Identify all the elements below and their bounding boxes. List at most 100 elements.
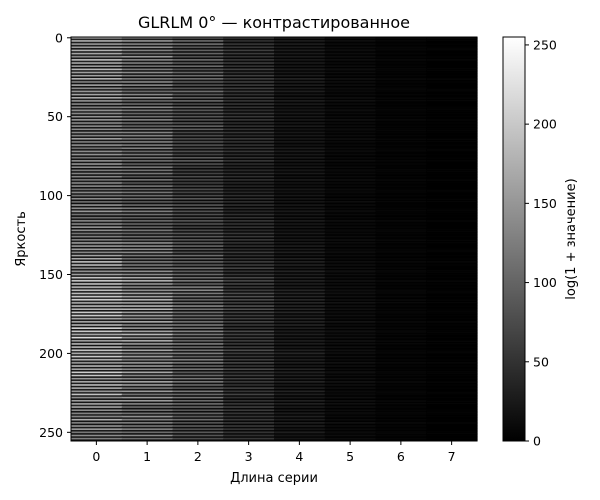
- heatmap-cell: [223, 428, 275, 431]
- heatmap-cell: [426, 327, 478, 330]
- heatmap-cell: [274, 141, 326, 144]
- heatmap-cell: [172, 46, 224, 49]
- heatmap-cell: [426, 358, 478, 361]
- heatmap-cell: [324, 358, 377, 361]
- heatmap-cell: [426, 292, 478, 295]
- heatmap-cell: [375, 270, 427, 273]
- heatmap-cell: [375, 109, 427, 112]
- heatmap-cell: [426, 401, 478, 404]
- heatmap-cell: [121, 317, 174, 320]
- heatmap-cell: [71, 65, 123, 68]
- heatmap-cell: [375, 423, 427, 426]
- y-tick-label: 200: [39, 346, 63, 361]
- heatmap-cell: [71, 387, 123, 390]
- heatmap-cell: [121, 423, 174, 426]
- heatmap-cell: [172, 340, 224, 342]
- heatmap-cell: [71, 425, 123, 428]
- heatmap-cell: [274, 73, 326, 76]
- heatmap-cell: [121, 314, 174, 317]
- heatmap-cell: [71, 92, 123, 95]
- heatmap-cell: [172, 218, 224, 221]
- heatmap-cell: [121, 82, 174, 85]
- heatmap-cell: [324, 216, 377, 219]
- heatmap-cell: [324, 68, 377, 71]
- heatmap-cell: [375, 289, 427, 292]
- heatmap-cell: [375, 92, 427, 95]
- heatmap-cell: [121, 158, 174, 161]
- heatmap-cell: [324, 152, 377, 155]
- heatmap-cell: [223, 139, 275, 142]
- heatmap-cell: [274, 358, 326, 361]
- heatmap-cell: [274, 351, 326, 353]
- heatmap-cell: [71, 229, 123, 232]
- heatmap-cell: [324, 428, 377, 431]
- heatmap-cell: [71, 324, 123, 327]
- heatmap-cell: [274, 79, 326, 82]
- heatmap-cell: [375, 194, 427, 197]
- heatmap-cell: [121, 111, 174, 114]
- heatmap-cell: [71, 368, 123, 371]
- heatmap-cell: [121, 78, 174, 80]
- heatmap-cell: [71, 379, 123, 382]
- heatmap-cell: [375, 48, 427, 50]
- heatmap-cell: [223, 158, 275, 161]
- heatmap-cell: [274, 210, 326, 213]
- heatmap-cell: [426, 205, 478, 208]
- heatmap-cell: [223, 101, 275, 104]
- heatmap-cell: [426, 431, 478, 434]
- heatmap-cell: [71, 328, 123, 331]
- heatmap-cell: [121, 46, 174, 49]
- heatmap-cell: [426, 437, 478, 440]
- heatmap-cell: [324, 377, 377, 380]
- heatmap-cell: [172, 73, 224, 76]
- heatmap-cell: [71, 186, 123, 189]
- heatmap-cell: [223, 265, 275, 268]
- heatmap-cell: [223, 377, 275, 380]
- heatmap-cell: [71, 401, 123, 404]
- heatmap-cell: [375, 160, 427, 162]
- heatmap-cell: [71, 384, 123, 387]
- heatmap-cell: [121, 128, 174, 131]
- heatmap-cell: [375, 202, 427, 205]
- heatmap-cell: [71, 145, 123, 148]
- heatmap-cell: [121, 108, 174, 110]
- heatmap-cell: [223, 311, 275, 314]
- heatmap-cell: [274, 158, 326, 161]
- heatmap-cell: [172, 412, 224, 415]
- heatmap-cell: [274, 291, 326, 293]
- heatmap-cell: [274, 212, 326, 215]
- heatmap-cell: [375, 407, 427, 410]
- heatmap-cell: [223, 126, 275, 129]
- heatmap-cell: [71, 223, 123, 226]
- heatmap-cell: [426, 231, 478, 233]
- heatmap-cell: [172, 357, 224, 360]
- heatmap-cell: [71, 52, 123, 55]
- heatmap-cell: [375, 390, 427, 393]
- heatmap-cell: [121, 231, 174, 233]
- heatmap-cell: [223, 429, 275, 432]
- heatmap-cell: [375, 115, 427, 118]
- heatmap-cell: [172, 130, 224, 132]
- heatmap-cell: [375, 87, 427, 90]
- heatmap-cell: [375, 381, 427, 383]
- heatmap-cell: [223, 229, 275, 232]
- heatmap-cell: [223, 73, 275, 76]
- heatmap-cell: [172, 224, 224, 227]
- heatmap-cell: [223, 89, 275, 91]
- heatmap-cell: [223, 183, 275, 186]
- heatmap-cell: [324, 280, 377, 282]
- heatmap-cell: [274, 259, 326, 262]
- heatmap-cell: [121, 182, 174, 185]
- heatmap-cell: [375, 66, 427, 69]
- heatmap-cell: [324, 48, 377, 50]
- heatmap-cell: [172, 264, 224, 267]
- heatmap-cell: [223, 82, 275, 85]
- heatmap-cell: [274, 357, 326, 360]
- heatmap-cell: [426, 272, 478, 275]
- heatmap-cell: [375, 73, 427, 76]
- heatmap-cell: [324, 115, 377, 118]
- heatmap-cell: [324, 209, 377, 211]
- heatmap-cell: [274, 434, 326, 437]
- heatmap-cell: [71, 243, 123, 246]
- heatmap-cell: [71, 332, 123, 334]
